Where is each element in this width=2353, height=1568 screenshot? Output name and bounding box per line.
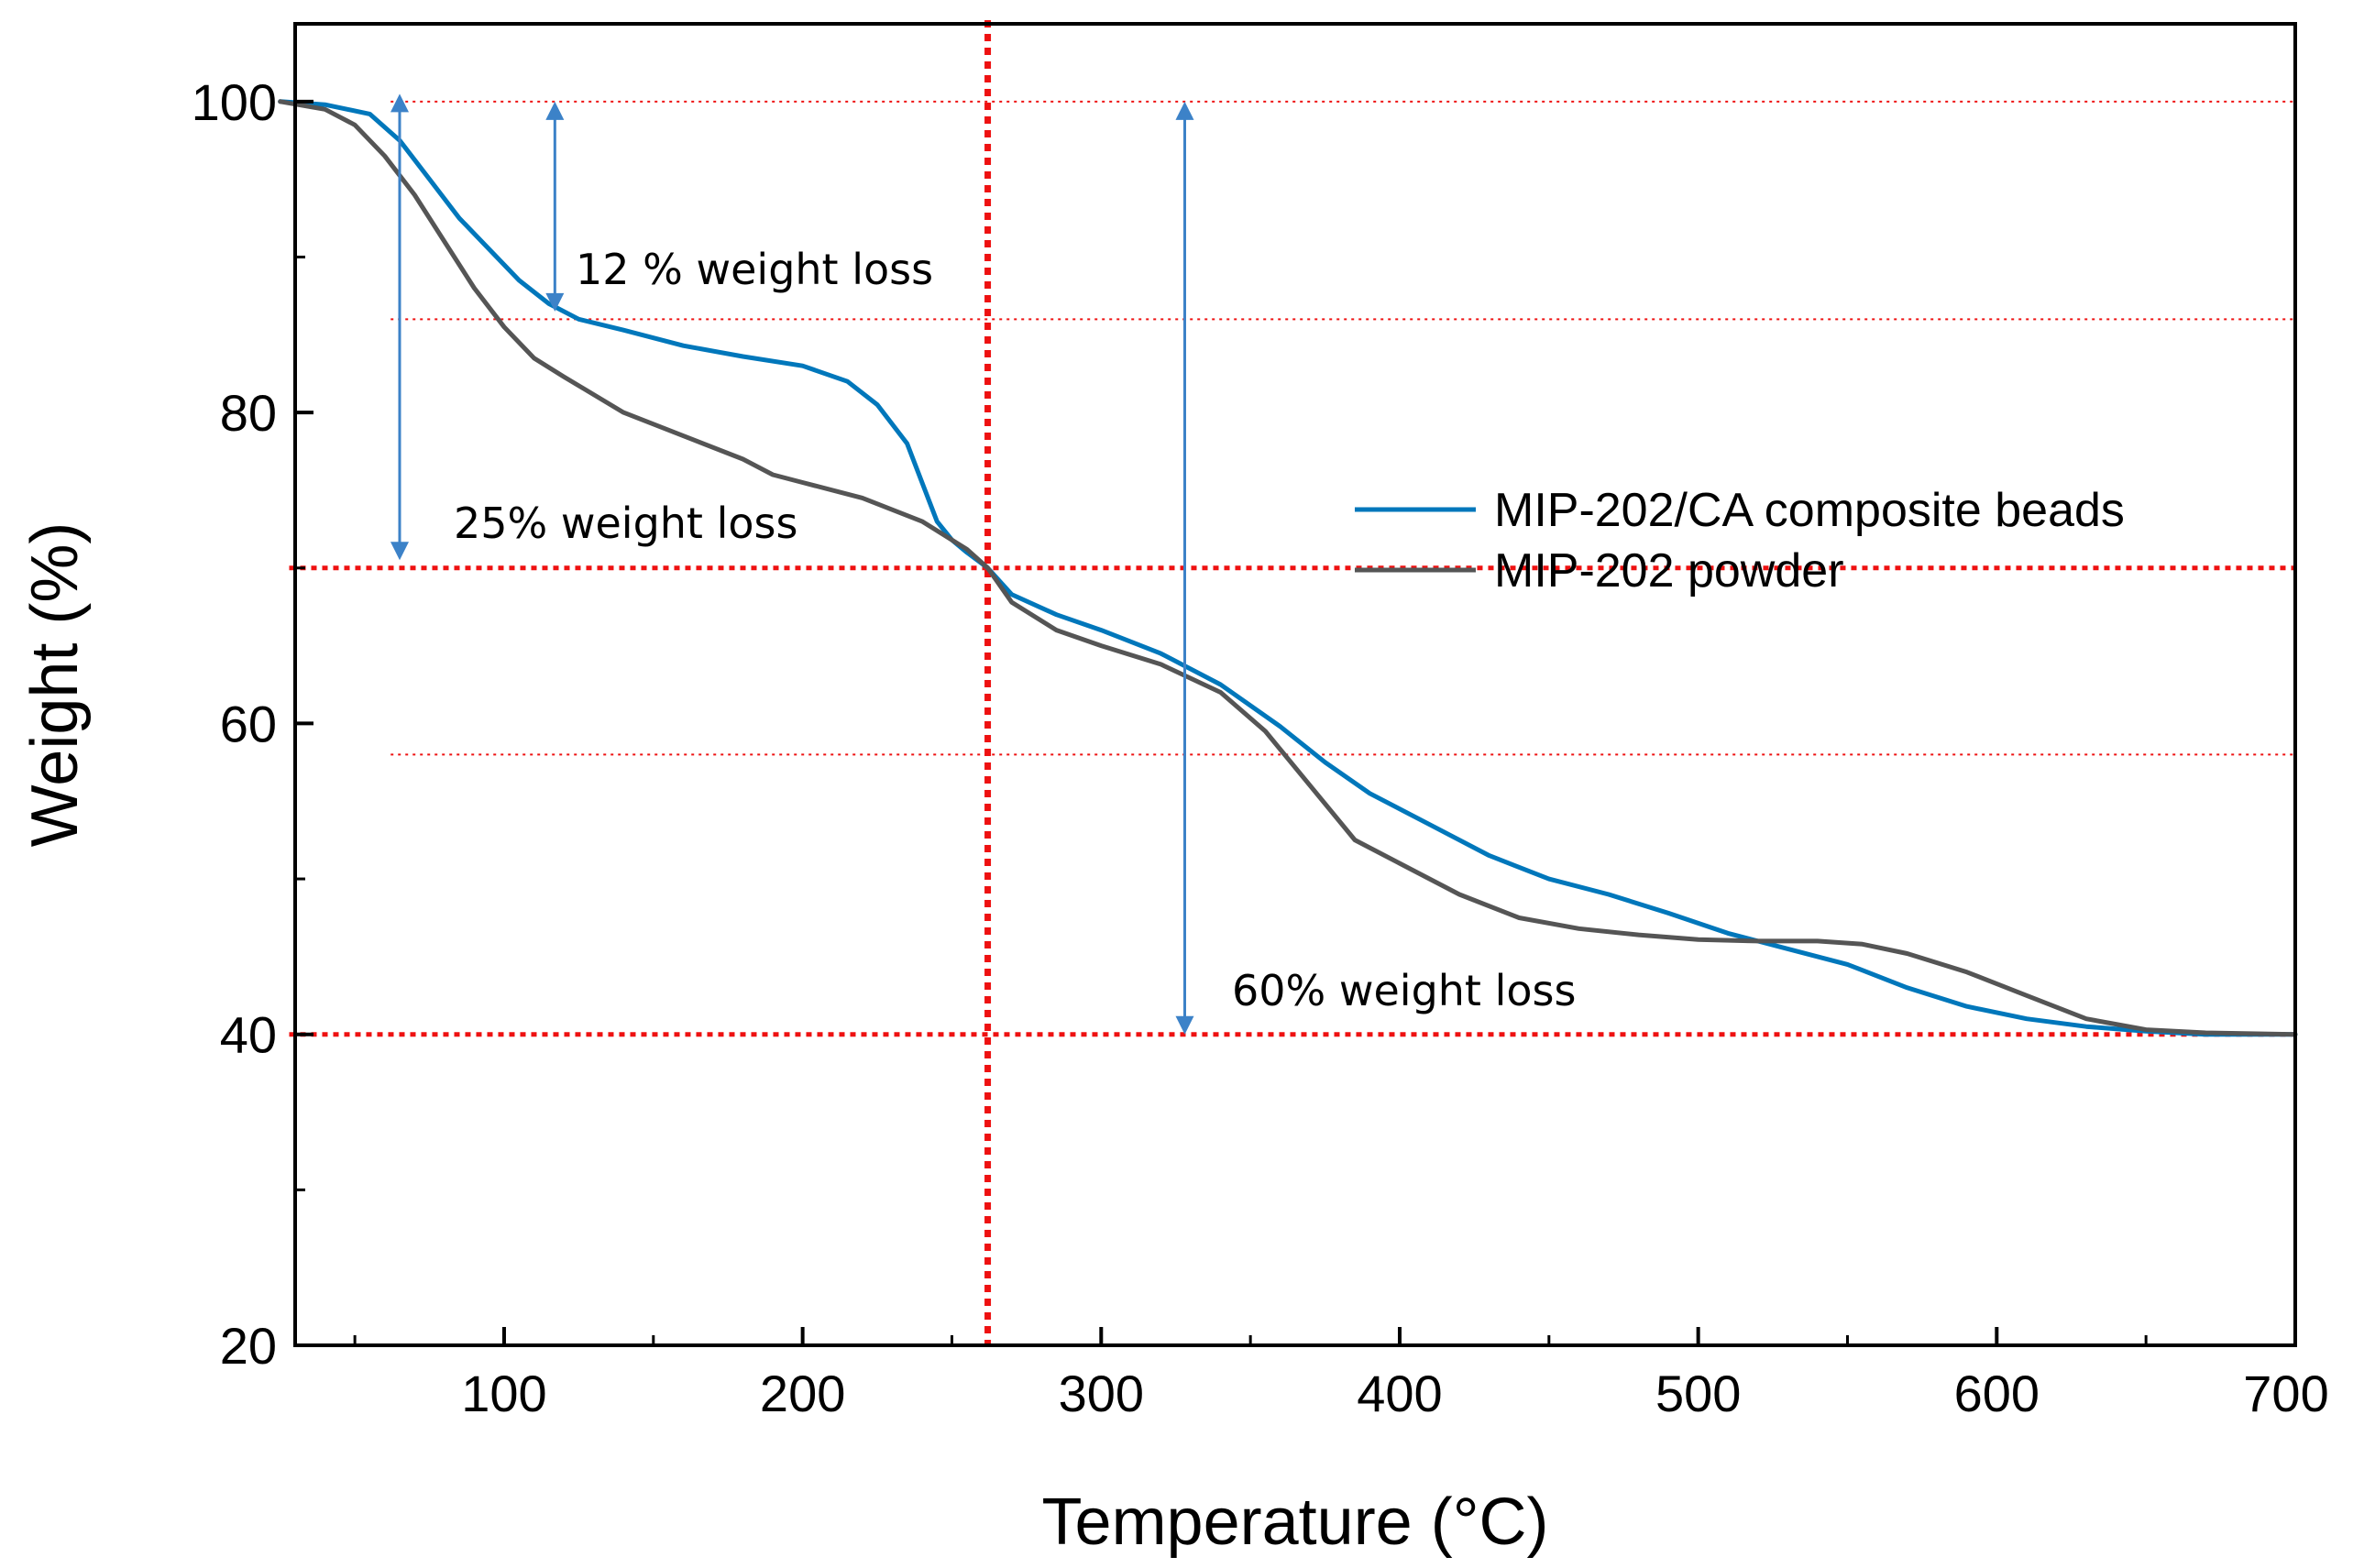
x-tick-label: 500 <box>1655 1365 1741 1422</box>
annotation-12-percent: 12 % weight loss <box>576 245 933 294</box>
x-tick-label: 400 <box>1357 1365 1442 1422</box>
y-tick-label: 80 <box>220 384 277 442</box>
reference-lines <box>289 20 2295 1345</box>
arrow-head-bottom-0 <box>390 542 409 561</box>
y-tick-label: 100 <box>192 73 277 131</box>
series-line-composite-beads <box>278 99 2298 1037</box>
series-lines <box>278 99 2298 1037</box>
legend: MIP-202/CA composite beads MIP-202 powde… <box>1355 484 2125 598</box>
y-axis-title: Weight (%) <box>18 522 92 848</box>
y-tick-label: 20 <box>220 1317 277 1375</box>
annotation-25-percent: 25% weight loss <box>454 499 797 548</box>
y-tick-label: 40 <box>220 1006 277 1064</box>
arrow-head-top-2 <box>1175 101 1194 120</box>
series-line-powder <box>278 99 2298 1037</box>
annotations: 12 % weight loss 25% weight loss 60% wei… <box>454 245 1576 1015</box>
arrow-head-top-1 <box>545 101 565 120</box>
legend-label-composite-beads: MIP-202/CA composite beads <box>1494 484 2125 537</box>
x-axis-title: Temperature (°C) <box>1042 1486 1549 1559</box>
plot-frame <box>293 22 2297 1347</box>
x-tick-label: 300 <box>1059 1365 1144 1422</box>
axis-ticks: 100 200 300 400 500 600 700 20 40 60 80 100 <box>192 73 2329 1422</box>
arrow-head-bottom-1 <box>545 292 565 312</box>
x-tick-label: 600 <box>1954 1365 2040 1422</box>
x-tick-label: 100 <box>461 1365 546 1422</box>
annotation-60-percent: 60% weight loss <box>1232 966 1576 1015</box>
weight-loss-arrows <box>390 93 1194 1035</box>
x-tick-label: 700 <box>2243 1365 2328 1422</box>
arrow-head-bottom-2 <box>1175 1015 1194 1035</box>
x-tick-label: 200 <box>760 1365 845 1422</box>
legend-label-powder: MIP-202 powder <box>1494 544 1844 598</box>
y-tick-label: 60 <box>220 695 277 752</box>
arrow-head-top-0 <box>390 93 409 113</box>
